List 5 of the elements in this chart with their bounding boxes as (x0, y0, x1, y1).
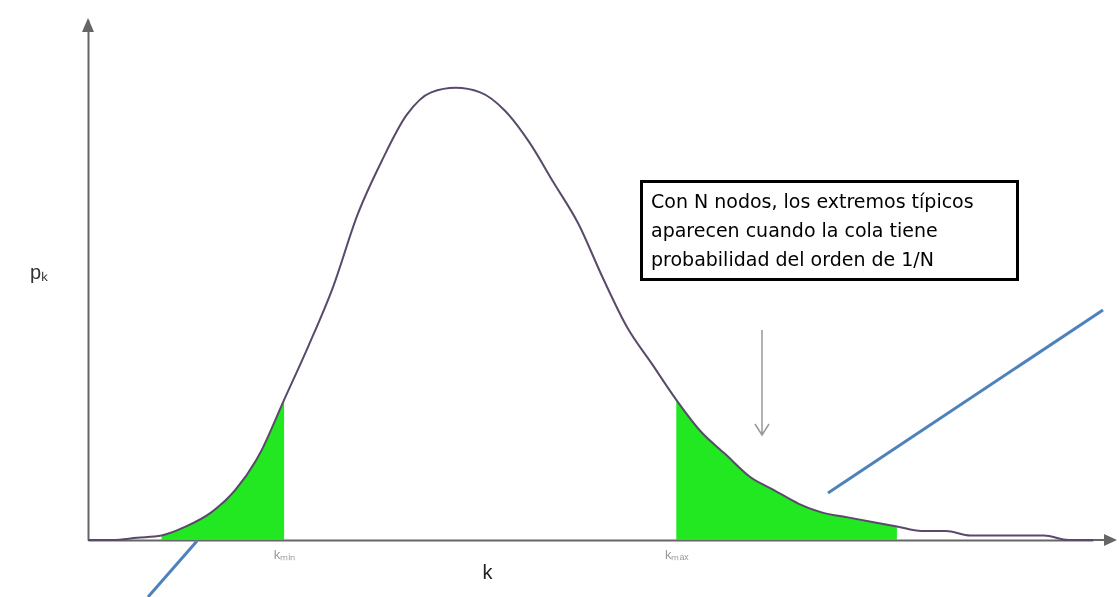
x-tick-label: kₘₐₓ (664, 546, 690, 562)
x-tick-label: kₘᵢₙ (273, 546, 296, 562)
annotation: Con N nodos, los extremos típicos aparecen cuando la cola tiene probabilidad del orden de 1/N (640, 180, 1019, 281)
x-axis-title: k (482, 560, 494, 583)
y-axis-title: pₖ (30, 260, 49, 285)
